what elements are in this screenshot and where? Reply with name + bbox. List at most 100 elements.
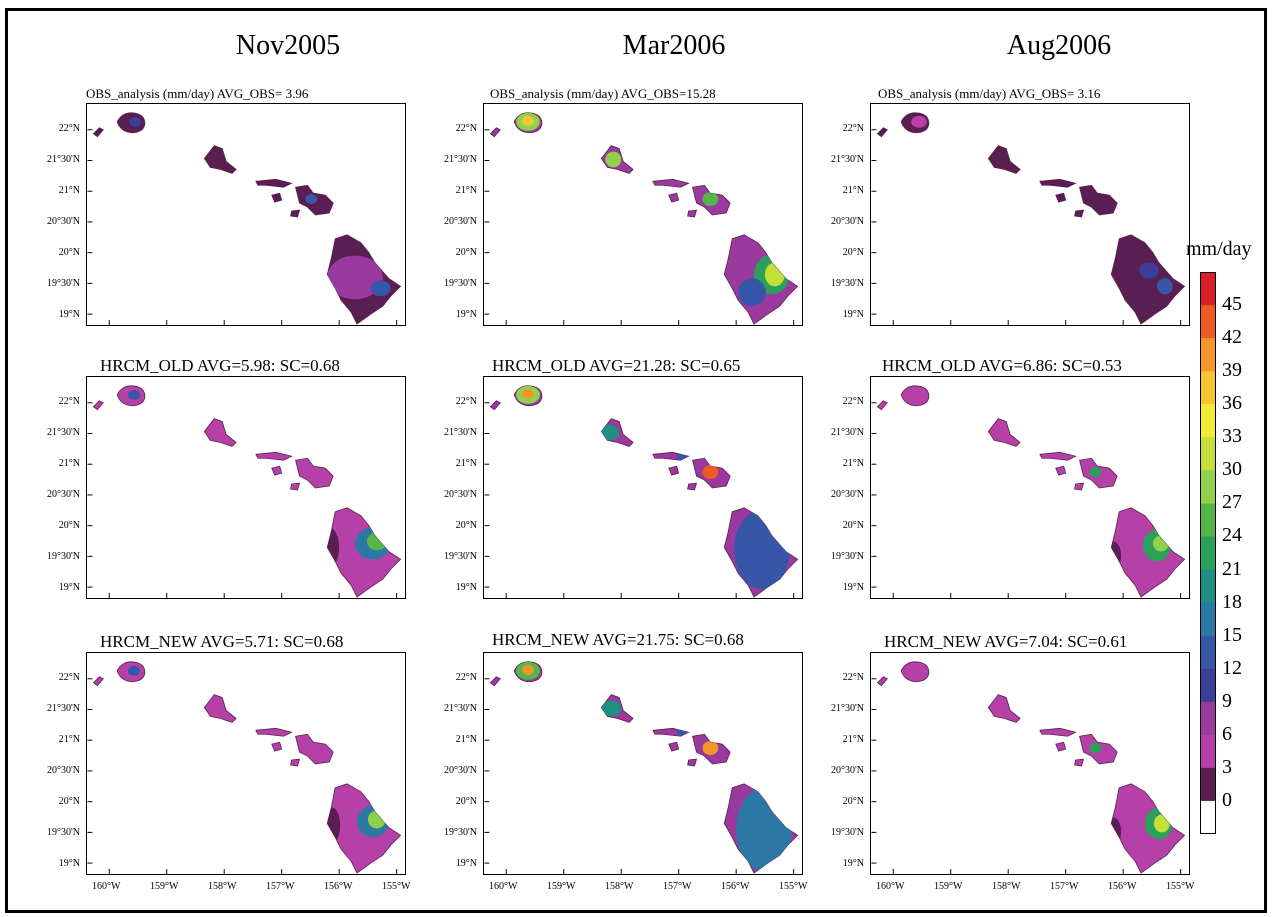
- latitude-label: 20°30'N: [46, 765, 80, 776]
- latitude-label: 19°N: [58, 858, 80, 869]
- island-lanai: [271, 465, 283, 476]
- colorbar-segment: [1200, 602, 1216, 636]
- column-title-mar2006: Mar2006: [622, 30, 726, 61]
- longitude-label: 156°W: [721, 881, 750, 892]
- colorbar-label: 6: [1222, 722, 1232, 745]
- colorbar-label: 15: [1222, 623, 1242, 646]
- precip-region: [327, 255, 383, 300]
- latitude-label: 19°30'N: [46, 551, 80, 562]
- colorbar-label: 42: [1222, 326, 1242, 349]
- island-oahu: [203, 418, 237, 447]
- latitude-label: 20°N: [842, 796, 864, 807]
- island-molokai: [1039, 451, 1077, 461]
- latitude-label: 21°30'N: [46, 427, 80, 438]
- island-niihau: [92, 127, 104, 138]
- latitude-label: 21°30'N: [443, 703, 477, 714]
- longitude-label: 155°W: [779, 881, 808, 892]
- latitude-label: 21°30'N: [46, 703, 80, 714]
- precip-region: [764, 262, 785, 287]
- precip-region: [702, 192, 719, 207]
- latitude-label: 20°30'N: [830, 216, 864, 227]
- island-niihau: [92, 400, 104, 411]
- latitude-label: 19°N: [58, 309, 80, 320]
- colorbar-segment: [1200, 272, 1216, 306]
- precip-region: [736, 787, 792, 872]
- precip-region: [1089, 467, 1102, 478]
- colorbar-label: 24: [1222, 524, 1242, 547]
- longitude-label: 155°W: [382, 881, 411, 892]
- colorbar-label: 21: [1222, 557, 1242, 580]
- colorbar-segment: [1200, 800, 1216, 834]
- latitude-label: 19°N: [455, 582, 477, 593]
- latitude-label: 20°30'N: [46, 216, 80, 227]
- island-oahu: [987, 145, 1021, 174]
- latitude-label: 19°N: [842, 582, 864, 593]
- map-aug-old: [870, 376, 1190, 599]
- map-nov-obs: [86, 103, 406, 326]
- colorbar-segment: [1200, 767, 1216, 802]
- map-mar-obs: [483, 103, 803, 326]
- colorbar-label: 0: [1222, 788, 1232, 811]
- island-molokai: [255, 178, 293, 188]
- latitude-label: 21°30'N: [830, 427, 864, 438]
- longitude-label: 160°W: [92, 881, 121, 892]
- island-niihau: [876, 127, 888, 138]
- precip-region: [605, 151, 622, 168]
- panel-title-aug-old: HRCM_OLD AVG=6.86: SC=0.53: [882, 356, 1122, 375]
- latitude-label: 20°30'N: [830, 489, 864, 500]
- latitude-label: 21°30'N: [830, 703, 864, 714]
- precip-region: [319, 527, 340, 568]
- colorbar-label: 39: [1222, 359, 1242, 382]
- island-kahoolawe: [290, 482, 301, 491]
- colorbar-segment: [1200, 470, 1216, 504]
- colorbar-border: [1200, 272, 1216, 834]
- island-lanai: [1055, 741, 1067, 752]
- island-lanai: [1055, 192, 1067, 203]
- precip-region: [1089, 743, 1102, 754]
- latitude-label: 20°N: [842, 247, 864, 258]
- longitude-label: 157°W: [1050, 881, 1079, 892]
- island-kauai: [900, 661, 930, 683]
- colorbar-label: 36: [1222, 392, 1242, 415]
- longitude-label: 158°W: [992, 881, 1021, 892]
- colorbar-label: 12: [1222, 656, 1242, 679]
- latitude-label: 20°30'N: [46, 489, 80, 500]
- island-maui: [295, 733, 334, 765]
- latitude-label: 19°30'N: [830, 827, 864, 838]
- latitude-label: 20°N: [58, 247, 80, 258]
- precip-region: [601, 700, 622, 717]
- precip-region: [738, 278, 766, 307]
- latitude-label: 19°N: [455, 309, 477, 320]
- precip-region: [522, 388, 534, 399]
- latitude-label: 19°30'N: [830, 278, 864, 289]
- latitude-label: 19°N: [58, 582, 80, 593]
- island-hawaii: [1110, 234, 1186, 325]
- precip-region: [1105, 541, 1122, 570]
- longitude-label: 155°W: [1166, 881, 1195, 892]
- longitude-label: 157°W: [266, 881, 295, 892]
- colorbar-label: 3: [1222, 755, 1232, 778]
- precip-region: [324, 807, 341, 844]
- map-mar-new: [483, 652, 803, 875]
- longitude-label: 158°W: [208, 881, 237, 892]
- island-oahu: [987, 694, 1021, 723]
- latitude-label: 19°30'N: [830, 551, 864, 562]
- colorbar-segment: [1200, 338, 1216, 372]
- island-kahoolawe: [687, 482, 698, 491]
- latitude-label: 19°30'N: [46, 278, 80, 289]
- island-lanai: [668, 465, 680, 476]
- island-kahoolawe: [1074, 758, 1085, 767]
- longitude-label: 159°W: [150, 881, 179, 892]
- precip-region: [676, 727, 689, 738]
- panel-title-nov-obs: OBS_analysis (mm/day) AVG_OBS= 3.96: [86, 86, 309, 101]
- latitude-label: 21°30'N: [46, 154, 80, 165]
- island-kahoolawe: [1074, 482, 1085, 491]
- precip-region: [128, 389, 140, 400]
- panel-title-nov-old: HRCM_OLD AVG=5.98: SC=0.68: [100, 356, 340, 375]
- colorbar: [1200, 272, 1216, 834]
- latitude-label: 22°N: [842, 396, 864, 407]
- latitude-label: 19°30'N: [443, 278, 477, 289]
- colorbar-label: 45: [1222, 293, 1242, 316]
- latitude-label: 21°N: [842, 185, 864, 196]
- precip-region: [366, 532, 387, 551]
